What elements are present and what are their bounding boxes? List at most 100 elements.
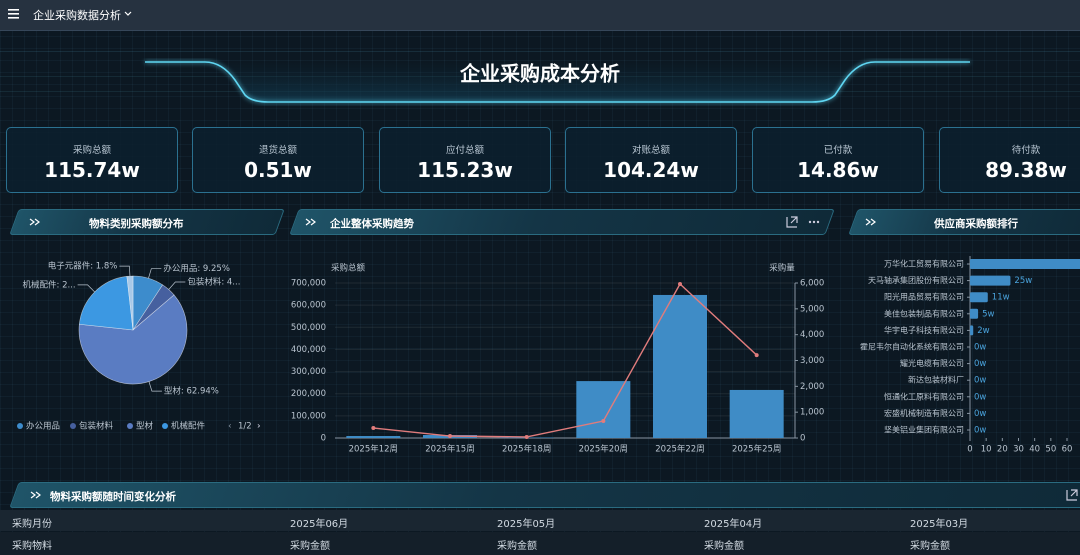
legend-marker [17,423,23,429]
kpi-value: 89.38w [985,158,1067,182]
line-point [371,426,376,431]
y2-tick-label: 6,000 [800,279,824,289]
y2-tick-label: 4,000 [800,330,824,340]
y-tick-label: 华宇电子科技有限公司 [884,325,964,335]
table-row: 采购月份 2025年06月 2025年05月 2025年04月 2025年03月 [0,510,1080,531]
kpi-label: 应付总额 [445,145,484,156]
legend-label: 机械配件 [171,421,206,432]
table-cell: 采购金额 [290,541,330,552]
y2-tick-label: 1,000 [800,408,824,418]
kpi-card: 已付款 14.86w [752,127,924,193]
bar [970,325,974,336]
banner: 企业采购成本分析 [0,51,1080,103]
data-label: 0w [974,426,986,436]
pie-slice [78,294,188,385]
y2-axis-title: 采购量 [769,263,795,274]
data-label: 包装材料: 4... [187,276,240,287]
y-tick-label: 0 [321,434,326,444]
panel-icon [305,218,316,226]
kpi-value: 0.51w [244,158,312,182]
x-tick-label: 2025年15周 [425,444,474,455]
table-cell: 采购金额 [704,541,744,552]
legend-label: 办公用品 [26,421,60,432]
x-tick-label: 2025年12周 [349,444,398,455]
x-tick-label: 20 [997,445,1008,455]
data-label: 0w [974,376,986,386]
x-tick-label: 40 [1029,445,1040,455]
line [373,282,758,438]
y-tick-label: 美佳包装制品有限公司 [884,308,964,318]
x-tick-label: 2025年20周 [579,444,628,455]
expand-icon[interactable] [1066,489,1078,501]
table-cell: 2025年06月 [290,519,349,530]
more-icon[interactable] [808,220,820,224]
bar [970,292,988,303]
table-cell: 采购月份 [12,519,52,530]
expand-icon[interactable] [786,216,798,228]
panel-icon [865,218,876,226]
data-label: 5w [982,309,994,319]
label-line [168,281,186,290]
bar [970,275,1011,286]
dropdown-icon[interactable] [124,10,132,18]
panel-title: 供应商采购额排行 [934,218,1018,230]
x-tick-label: 2025年25周 [732,444,781,455]
kpi-value: 115.74w [44,158,140,182]
x-tick-label: 30 [1013,445,1024,455]
data-label: 办公用品: 9.25% [163,263,230,274]
y2-tick-label: 3,000 [800,356,824,366]
bar [576,381,631,438]
y-tick-label: 100,000 [291,411,326,421]
menu-icon[interactable] [8,9,20,19]
line-point [524,434,529,439]
kpi-card: 待付款 89.38w [939,127,1080,193]
legend-label: 包装材料 [79,421,114,432]
bar [970,308,979,319]
kpi-label: 采购总额 [72,145,111,156]
data-label: 2w [977,326,989,336]
kpi-label: 已付款 [823,145,853,156]
y2-tick-label: 5,000 [800,304,824,314]
legend-label: 型材 [136,421,154,432]
y2-tick-label: 0 [800,434,805,444]
x-tick-label: 10 [981,445,992,455]
x-tick-label: 0 [967,445,972,455]
data-label: 电子元器件: 1.8% [48,261,118,272]
kpi-label: 对账总额 [631,145,670,156]
bar [970,259,1080,269]
y-tick-label: 新达包装材料厂 [908,375,964,385]
legend-prev: ‹ [228,422,232,432]
legend-page: 1/2 [238,422,252,432]
y-tick-label: 万华化工贸易有限公司 [884,259,964,269]
data-label: 0w [974,392,986,402]
kpi-card: 应付总额 115.23w [379,127,551,193]
label-line [77,284,95,293]
kpi-card: 退货总额 0.51w [192,127,364,193]
x-tick-label: 60 [1062,445,1073,455]
bar [653,294,707,438]
legend-marker [70,423,76,429]
legend-marker [127,423,133,429]
panel-title: 企业整体采购趋势 [330,218,414,230]
y-tick-label: 坚美铝业集团有限公司 [884,425,964,435]
y-axis-title: 采购总额 [331,263,366,274]
panel-icon [29,218,40,226]
app-title[interactable]: 企业采购数据分析 [33,9,121,22]
line-point [601,419,606,424]
y-tick-label: 宏盛机械制造有限公司 [884,408,964,418]
y2-tick-label: 2,000 [800,382,824,392]
table-cell: 采购物料 [12,541,52,552]
y-tick-label: 500,000 [291,323,326,333]
x-tick-label: 2025年18周 [502,444,551,455]
y-tick-label: 天马轴承集团股份有限公司 [868,275,964,285]
data-label: 0w [974,359,986,369]
top-bar: 企业采购数据分析 [0,0,1080,31]
banner-title: 企业采购成本分析 [459,62,620,86]
y-tick-label: 阳光用品贸易有限公司 [884,292,964,302]
y-tick-label: 恒通化工原料有限公司 [884,391,964,401]
data-label: 型材: 62.94% [164,386,219,397]
kpi-value: 104.24w [603,158,699,182]
table-cell: 2025年03月 [910,519,969,530]
